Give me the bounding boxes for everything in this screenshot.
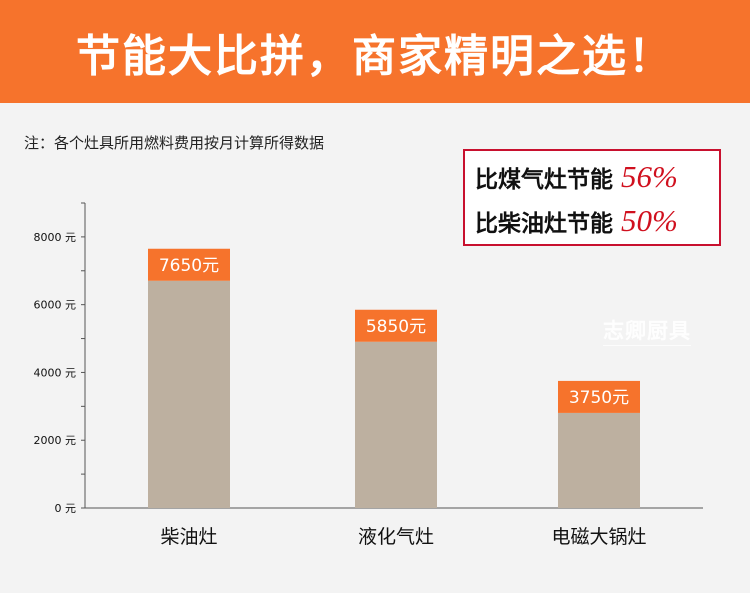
bar-label-background [148,248,230,281]
y-tick-label: 0 元 [55,502,77,515]
brand-watermark: 志卿厨具 [603,315,691,346]
banner-title: 节能大比拼，商家精明之选！ [76,30,674,82]
savings-label-diesel: 比柴油灶节能 [475,211,613,237]
bar-data-label: 3750元 [569,388,629,408]
bar-label-background [558,380,640,413]
bar [355,341,437,508]
savings-value-diesel: 50% [621,203,678,238]
bar-label-background [355,309,437,342]
y-tick-label: 2000 元 [34,434,77,447]
savings-row-diesel: 比柴油灶节能 50% [475,201,678,241]
y-tick-label: 6000 元 [34,299,77,312]
y-tick-label: 8000 元 [34,231,77,244]
chart-note: 注：各个灶具所用燃料费用按月计算所得数据 [24,134,325,152]
header-banner: 节能大比拼，商家精明之选！ [0,0,750,103]
bar [148,280,230,508]
x-category-label: 柴油灶 [160,526,217,548]
savings-label-gas: 比煤气灶节能 [475,167,613,193]
bar-data-label: 7650元 [159,256,219,276]
y-tick-label: 4000 元 [34,366,77,379]
savings-value-gas: 56% [621,159,678,194]
x-category-label: 电磁大锅灶 [551,526,646,548]
savings-row-gas: 比煤气灶节能 56% [475,157,678,197]
x-category-label: 液化气灶 [358,526,434,548]
savings-box: 比煤气灶节能 56% 比柴油灶节能 50% [463,149,721,246]
bar-data-label: 5850元 [366,317,426,337]
bar [558,412,640,508]
